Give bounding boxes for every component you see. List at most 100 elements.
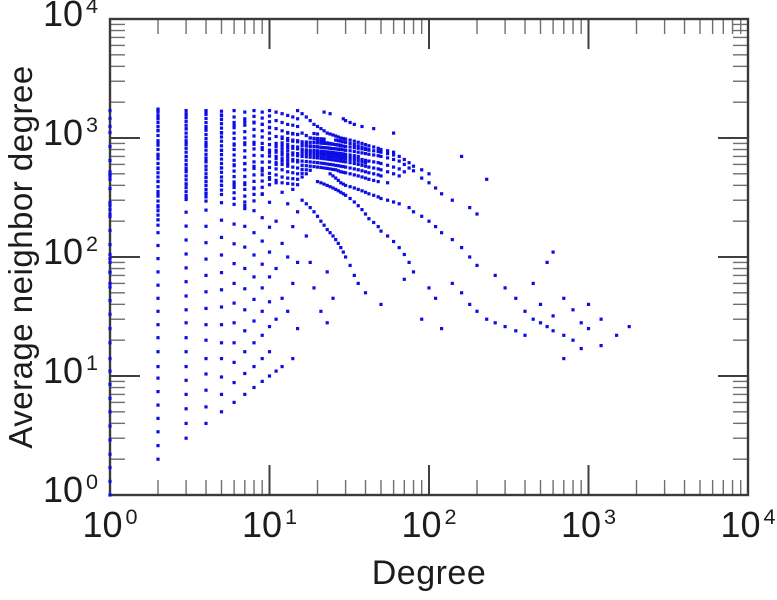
data-point — [300, 131, 304, 135]
data-point — [108, 382, 112, 386]
data-point — [392, 150, 396, 154]
data-point — [599, 317, 603, 321]
data-point — [108, 212, 112, 216]
data-point — [184, 112, 188, 116]
data-point — [344, 160, 348, 164]
data-point — [204, 143, 208, 147]
data-point — [274, 266, 278, 271]
data-point — [427, 181, 431, 185]
data-point — [348, 141, 352, 145]
data-point — [348, 196, 352, 201]
data-point — [328, 112, 332, 116]
data-point — [280, 175, 284, 179]
data-point — [523, 309, 527, 313]
data-point — [108, 312, 112, 316]
data-point — [108, 109, 112, 113]
data-point — [260, 179, 264, 183]
data-point — [260, 173, 264, 177]
data-point — [341, 144, 345, 148]
data-point — [243, 371, 247, 376]
data-point — [586, 327, 591, 331]
data-point — [427, 286, 431, 290]
data-point — [411, 164, 416, 168]
data-point — [204, 195, 208, 199]
data-point — [286, 113, 290, 117]
data-point — [312, 150, 316, 155]
data-point — [286, 122, 290, 126]
data-point — [184, 407, 188, 411]
data-point — [274, 134, 278, 139]
data-point — [308, 148, 312, 152]
data-point — [367, 144, 371, 148]
data-point — [184, 336, 188, 340]
data-point — [291, 132, 295, 136]
data-point — [108, 438, 112, 442]
data-point — [232, 341, 236, 345]
data-point — [108, 116, 112, 121]
data-point — [304, 168, 308, 172]
data-point — [280, 147, 284, 151]
data-point — [300, 171, 304, 175]
data-point — [286, 176, 290, 180]
data-point — [304, 202, 308, 206]
data-point — [219, 392, 224, 396]
data-point — [204, 191, 208, 195]
data-point — [372, 160, 376, 164]
data-point — [363, 176, 368, 180]
data-point — [334, 153, 338, 157]
data-point — [376, 154, 380, 158]
data-point — [232, 262, 236, 266]
data-point — [184, 116, 188, 120]
data-point — [260, 135, 264, 139]
data-point — [300, 152, 304, 156]
data-point — [551, 250, 555, 254]
data-point — [243, 155, 247, 159]
data-point — [296, 117, 300, 121]
data-point — [204, 372, 208, 376]
data-point — [319, 145, 323, 149]
data-point — [300, 167, 304, 171]
data-point — [367, 165, 371, 169]
data-point — [402, 277, 406, 281]
data-point — [334, 163, 338, 167]
data-point — [339, 156, 343, 160]
data-point — [291, 177, 295, 181]
data-point — [334, 176, 338, 180]
data-point — [156, 139, 160, 143]
data-point — [360, 147, 364, 151]
data-point — [334, 147, 338, 151]
data-point — [538, 302, 543, 306]
data-point — [291, 157, 295, 162]
data-point — [341, 159, 345, 164]
data-point — [280, 159, 284, 163]
data-point — [352, 122, 356, 126]
data-point — [386, 234, 390, 238]
data-point — [204, 168, 208, 172]
data-point — [291, 182, 295, 186]
data-point — [319, 151, 323, 155]
data-point — [219, 235, 224, 239]
data-point — [360, 145, 364, 149]
data-point — [232, 142, 236, 146]
data-point — [315, 151, 320, 155]
data-point — [372, 172, 376, 176]
data-point — [336, 143, 340, 147]
data-point — [252, 192, 256, 196]
data-point — [296, 172, 300, 176]
data-point — [184, 280, 188, 284]
data-point — [300, 140, 304, 144]
data-point — [252, 179, 256, 183]
data-point — [243, 308, 247, 312]
data-point — [184, 174, 188, 178]
data-point — [204, 388, 208, 392]
data-point — [319, 156, 323, 160]
data-point — [475, 263, 479, 267]
data-point — [308, 160, 312, 164]
data-point — [531, 317, 535, 321]
data-point — [219, 410, 224, 414]
data-point — [204, 124, 208, 129]
data-point — [108, 396, 112, 400]
data-point — [204, 290, 208, 294]
data-point — [291, 144, 295, 148]
data-point — [184, 252, 188, 256]
